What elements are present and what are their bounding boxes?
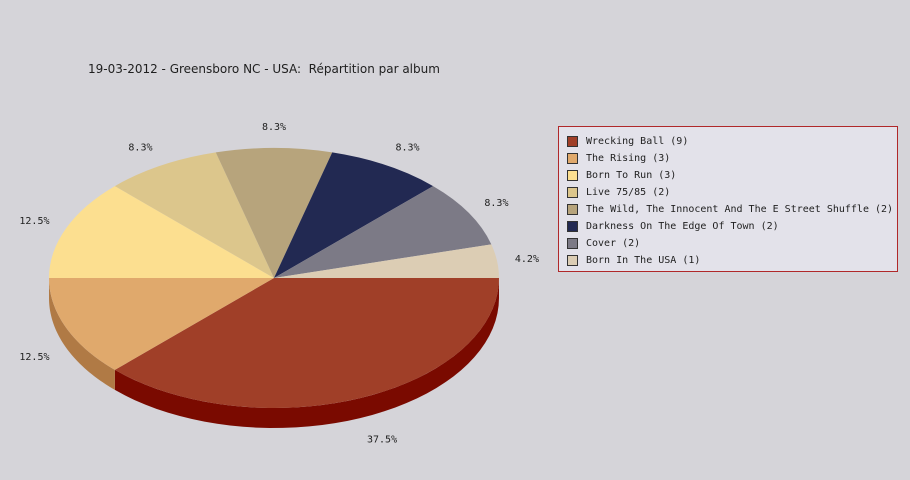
legend-label: The Wild, The Innocent And The E Street … [586, 204, 894, 215]
legend-item: Darkness On The Edge Of Town (2) [567, 218, 897, 235]
legend-swatch [567, 204, 578, 215]
legend-item: Cover (2) [567, 235, 897, 252]
pie-slice-5 [274, 152, 434, 278]
pie-side-group [49, 278, 500, 428]
legend-item: The Rising (3) [567, 150, 897, 167]
pie-slice-1 [49, 278, 274, 370]
pie-percent-label-7: 4.2% [515, 254, 539, 265]
legend-label: Live 75/85 (2) [586, 187, 671, 198]
legend-label: Born To Run (3) [586, 170, 677, 181]
pie-top-group [49, 148, 500, 408]
pie-percent-label-2: 12.5% [19, 216, 49, 227]
pie-percent-label-5: 8.3% [396, 142, 420, 153]
legend-item: Live 75/85 (2) [567, 184, 897, 201]
pie-side-0 [114, 278, 500, 428]
chart-title: 19-03-2012 - Greensboro NC - USA: Répart… [88, 62, 440, 76]
legend-swatch [567, 238, 578, 249]
legend-label: Born In The USA (1) [586, 255, 701, 266]
legend-swatch [567, 136, 578, 147]
legend-label: Darkness On The Edge Of Town (2) [586, 221, 779, 232]
pie-slice-7 [274, 244, 499, 278]
legend-label: Wrecking Ball (9) [586, 136, 689, 147]
pie-percent-label-6: 8.3% [484, 198, 508, 209]
pie-percent-label-4: 8.3% [262, 122, 286, 133]
legend-item: Born To Run (3) [567, 167, 897, 184]
pie-slice-2 [49, 186, 274, 278]
legend-swatch [567, 170, 578, 181]
legend-swatch [567, 255, 578, 266]
pie-label-group: 37.5% 12.5% 12.5% 8.3% 8.3% 8.3% 8.3% 4.2% [19, 122, 539, 445]
pie-percent-label-3: 8.3% [128, 142, 152, 153]
legend: Wrecking Ball (9) The Rising (3) Born To R… [558, 126, 898, 272]
pie-slice-0 [114, 278, 500, 408]
legend-swatch [567, 187, 578, 198]
legend-item: Born In The USA (1) [567, 252, 897, 269]
pie-slice-6 [274, 186, 492, 278]
pie-slice-3 [114, 152, 275, 278]
legend-swatch [567, 153, 578, 164]
pie-slice-4 [215, 148, 333, 278]
pie-percent-label-0: 37.5% [367, 434, 397, 445]
legend-swatch [567, 221, 578, 232]
legend-label: Cover (2) [586, 238, 641, 249]
legend-label: The Rising (3) [586, 153, 671, 164]
pie-side-1 [49, 278, 115, 390]
legend-item: Wrecking Ball (9) [567, 133, 897, 150]
pie-percent-label-1: 12.5% [19, 352, 49, 363]
legend-item: The Wild, The Innocent And The E Street … [567, 201, 897, 218]
